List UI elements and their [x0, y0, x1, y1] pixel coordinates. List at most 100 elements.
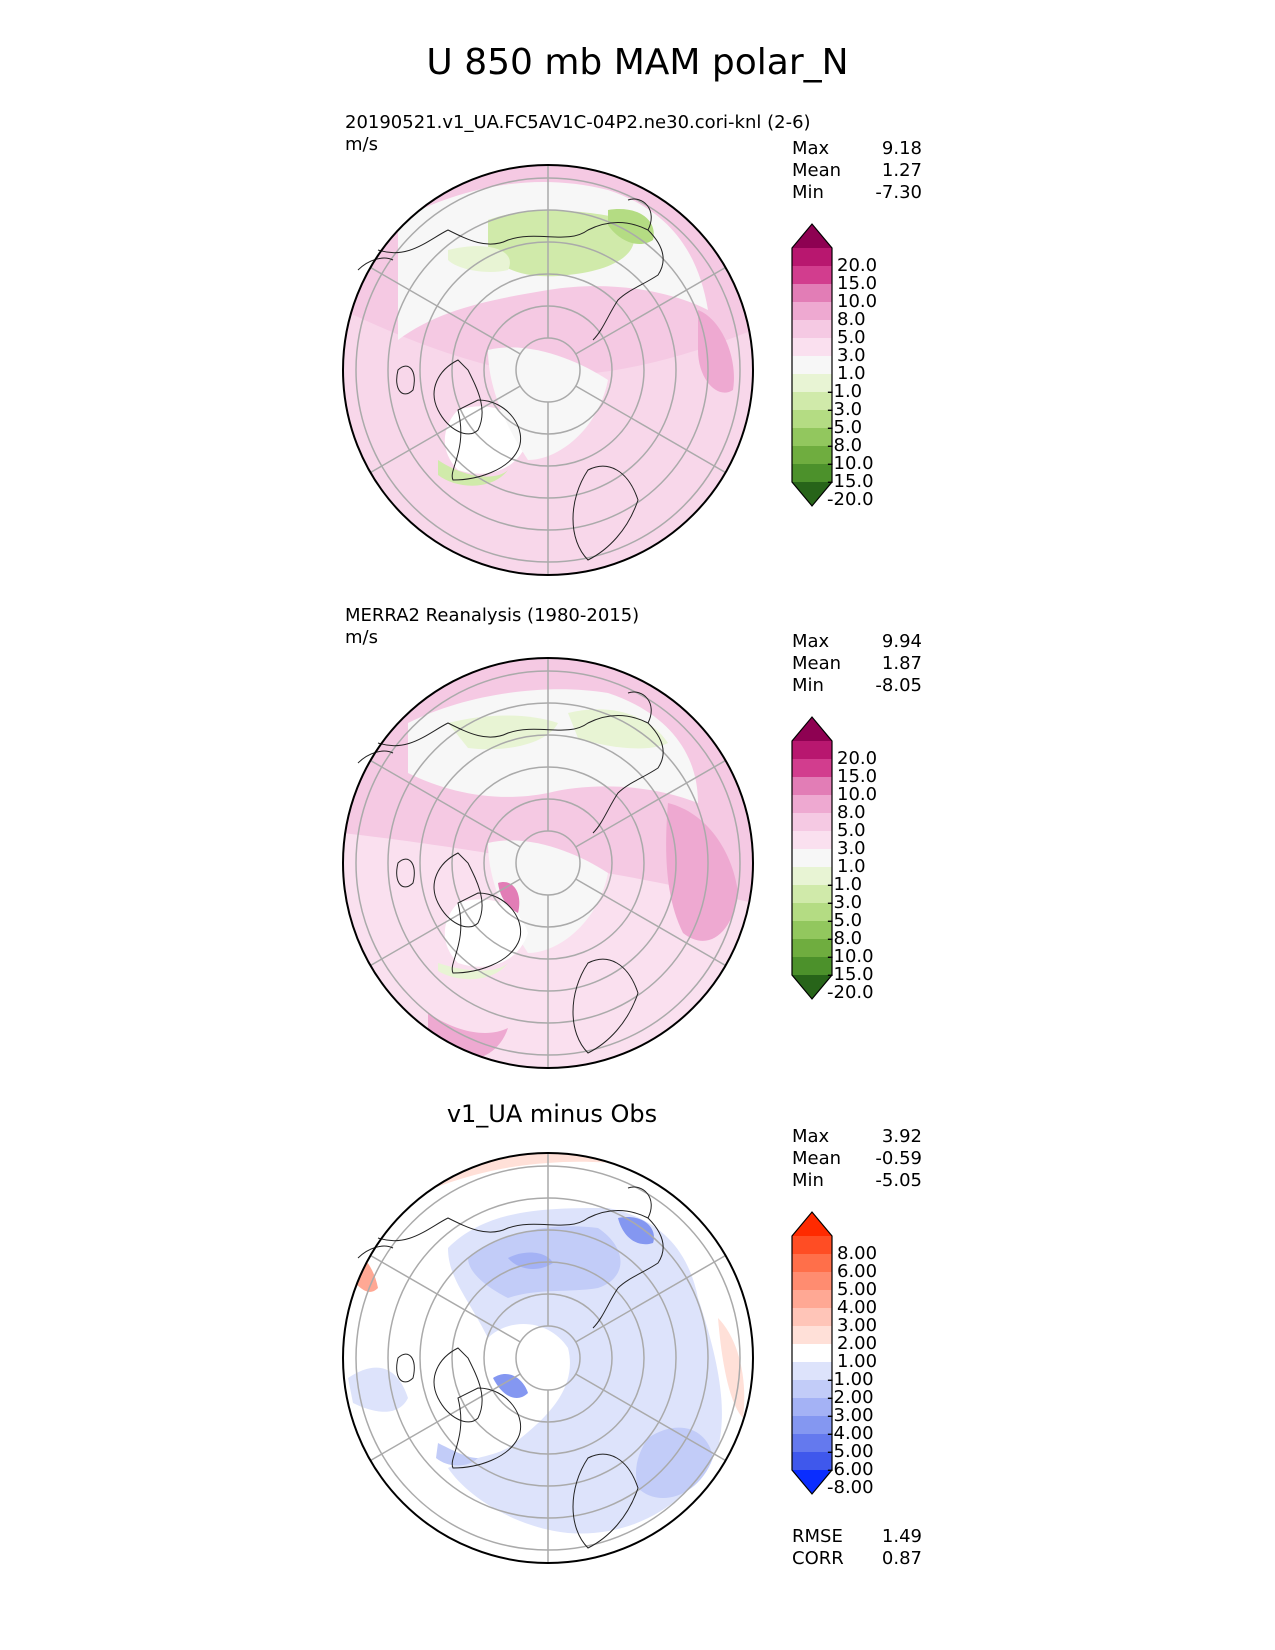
panel-dataset-label: MERRA2 Reanalysis (1980-2015) — [345, 605, 640, 626]
colorbar-tick-label: -8.0 — [827, 435, 863, 456]
colorbar-tick-label: 5.0 — [837, 820, 866, 841]
rmse-label: RMSE — [792, 1526, 843, 1547]
colorbar-tick-label: 8.00 — [837, 1243, 878, 1264]
stat-mean-label: Mean — [792, 653, 842, 674]
colorbar-diff — [791, 1211, 833, 1495]
colorbar-swatch — [792, 1362, 832, 1380]
panel-units-label: m/s — [345, 627, 378, 648]
colorbar-swatch — [792, 939, 832, 957]
colorbar-swatch — [792, 831, 832, 849]
colorbar-swatch — [792, 1326, 832, 1344]
colorbar-tick-label: 3.00 — [837, 1315, 878, 1336]
panel-dataset-label: 20190521.v1_UA.FC5AV1C-04P2.ne30.cori-kn… — [345, 112, 811, 133]
stat-min-label: Min — [792, 1170, 824, 1191]
colorbar-swatch — [792, 374, 832, 392]
stat-min-label: Min — [792, 182, 824, 203]
colorbar-outline — [791, 716, 833, 1000]
colorbar-swatch — [792, 849, 832, 867]
colorbar-tick-label: 20.0 — [837, 255, 878, 276]
stat-mean-label: Mean — [792, 1148, 842, 1169]
corr-label: CORR — [792, 1548, 844, 1569]
colorbar-tick-label: -1.0 — [827, 381, 863, 402]
colorbar-tick-label: -20.0 — [827, 982, 874, 1003]
colorbar-tick-label: -5.0 — [827, 910, 863, 931]
colorbar-extend-top — [792, 717, 832, 741]
colorbar-tick-label: 6.00 — [837, 1261, 878, 1282]
colorbar-tick-label: -5.00 — [827, 1441, 874, 1462]
colorbar-swatch — [792, 759, 832, 777]
colorbar-swatch — [792, 284, 832, 302]
colorbar-swatch — [792, 248, 832, 266]
panel-obs: MERRA2 Reanalysis (1980-2015) m/s — [0, 603, 1275, 1073]
colorbar-tick-label: 3.0 — [837, 838, 866, 859]
colorbar-swatch — [792, 867, 832, 885]
colorbar-swatch — [792, 1290, 832, 1308]
colorbar-swatch — [792, 1434, 832, 1452]
stats-block: Max 9.94 Mean 1.87 Min -8.05 — [792, 631, 922, 697]
corr-value: 0.87 — [881, 1548, 922, 1569]
colorbar-swatch — [792, 1452, 832, 1470]
stat-mean: 1.27 — [881, 160, 922, 181]
colorbar-swatch — [792, 741, 832, 759]
colorbar-swatch — [792, 885, 832, 903]
colorbar-outline — [791, 223, 833, 507]
stat-mean: -0.59 — [875, 1148, 922, 1169]
colorbar-tick-label: -3.0 — [827, 892, 863, 913]
colorbar-extend-top — [792, 1212, 832, 1236]
colorbar-extend-top — [792, 224, 832, 248]
stat-mean-label: Mean — [792, 160, 842, 181]
colorbar-tick-label: 5.0 — [837, 327, 866, 348]
rmse-value: 1.49 — [881, 1526, 922, 1547]
colorbar-swatch — [792, 428, 832, 446]
polar-map-diff — [342, 1152, 754, 1564]
stat-max: 9.94 — [881, 631, 922, 652]
colorbar-swatch — [792, 957, 832, 975]
stat-max-label: Max — [792, 631, 830, 652]
colorbar-wind — [791, 716, 833, 1000]
colorbar-swatch — [792, 1254, 832, 1272]
colorbar-swatch — [792, 1308, 832, 1326]
colorbar-tick-label: -2.00 — [827, 1387, 874, 1408]
colorbar-extend-bottom — [792, 482, 832, 506]
stats-block: Max 9.18 Mean 1.27 Min -7.30 — [792, 138, 922, 204]
colorbar-tick-label: -10.0 — [827, 453, 874, 474]
colorbar-tick-label: -1.00 — [827, 1369, 874, 1390]
stat-max: 3.92 — [881, 1126, 922, 1147]
colorbar-tick-label: 5.00 — [837, 1279, 878, 1300]
colorbar-tick-label: -8.00 — [827, 1477, 874, 1498]
colorbar-tick-label: -1.0 — [827, 874, 863, 895]
colorbar-tick-label: 2.00 — [837, 1333, 878, 1354]
colorbar-outline — [791, 1211, 833, 1495]
colorbar-swatch — [792, 338, 832, 356]
panel-units-label: m/s — [345, 134, 378, 155]
stat-min: -7.30 — [875, 182, 922, 203]
diff-panel-title: v1_UA minus Obs — [446, 1100, 658, 1128]
colorbar-tick-label: 1.0 — [837, 856, 866, 877]
polar-map-model — [342, 164, 754, 576]
colorbar-swatch — [792, 464, 832, 482]
metrics-block: RMSE 1.49 CORR 0.87 — [792, 1526, 922, 1570]
stat-max: 9.18 — [881, 138, 922, 159]
colorbar-extend-bottom — [792, 1470, 832, 1494]
colorbar-tick-label: -4.00 — [827, 1423, 874, 1444]
colorbar-tick-label: -15.0 — [827, 964, 874, 985]
colorbar-swatch — [792, 1398, 832, 1416]
colorbar-tick-label: 1.00 — [837, 1351, 878, 1372]
colorbar-tick-label: -5.0 — [827, 417, 863, 438]
colorbar-swatch — [792, 813, 832, 831]
panel-model: 20190521.v1_UA.FC5AV1C-04P2.ne30.cori-kn… — [0, 110, 1275, 580]
colorbar-wind — [791, 223, 833, 507]
colorbar-tick-label: 8.0 — [837, 309, 866, 330]
stats-block: Max 3.92 Mean -0.59 Min -5.05 — [792, 1126, 922, 1192]
colorbar-tick-label: 15.0 — [837, 273, 878, 294]
stat-min-label: Min — [792, 675, 824, 696]
colorbar-swatch — [792, 392, 832, 410]
colorbar-tick-label: -8.0 — [827, 928, 863, 949]
colorbar-tick-label: -3.0 — [827, 399, 863, 420]
colorbar-swatch — [792, 446, 832, 464]
panel-label: MERRA2 Reanalysis (1980-2015) m/s — [345, 605, 639, 649]
colorbar-tick-label: -6.00 — [827, 1459, 874, 1480]
colorbar-swatch — [792, 1416, 832, 1434]
panel-label: 20190521.v1_UA.FC5AV1C-04P2.ne30.cori-kn… — [345, 112, 811, 156]
colorbar-swatch — [792, 795, 832, 813]
